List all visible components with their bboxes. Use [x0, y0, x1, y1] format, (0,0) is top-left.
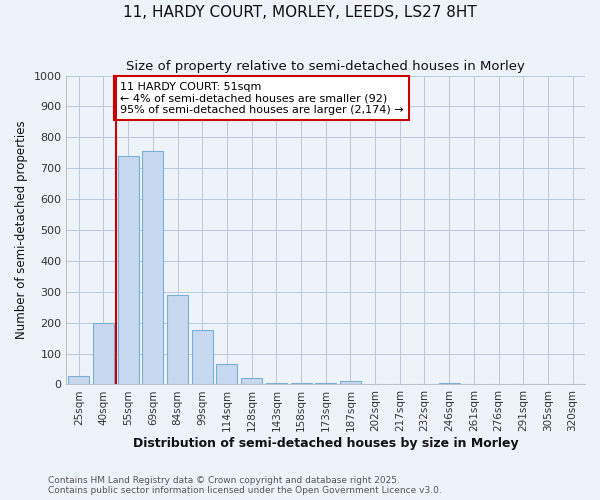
Bar — [167, 295, 188, 384]
Bar — [266, 383, 287, 384]
Text: 11 HARDY COURT: 51sqm
← 4% of semi-detached houses are smaller (92)
95% of semi-: 11 HARDY COURT: 51sqm ← 4% of semi-detac… — [119, 82, 403, 115]
Bar — [290, 383, 311, 384]
Bar — [439, 383, 460, 384]
Bar — [192, 330, 213, 384]
Bar — [315, 383, 336, 384]
Bar — [142, 151, 163, 384]
X-axis label: Distribution of semi-detached houses by size in Morley: Distribution of semi-detached houses by … — [133, 437, 518, 450]
Bar — [340, 381, 361, 384]
Bar — [118, 156, 139, 384]
Text: 11, HARDY COURT, MORLEY, LEEDS, LS27 8HT: 11, HARDY COURT, MORLEY, LEEDS, LS27 8HT — [123, 5, 477, 20]
Bar — [68, 376, 89, 384]
Bar — [93, 322, 114, 384]
Y-axis label: Number of semi-detached properties: Number of semi-detached properties — [15, 120, 28, 340]
Bar — [241, 378, 262, 384]
Title: Size of property relative to semi-detached houses in Morley: Size of property relative to semi-detach… — [126, 60, 525, 73]
Bar — [217, 364, 238, 384]
Text: Contains HM Land Registry data © Crown copyright and database right 2025.
Contai: Contains HM Land Registry data © Crown c… — [48, 476, 442, 495]
